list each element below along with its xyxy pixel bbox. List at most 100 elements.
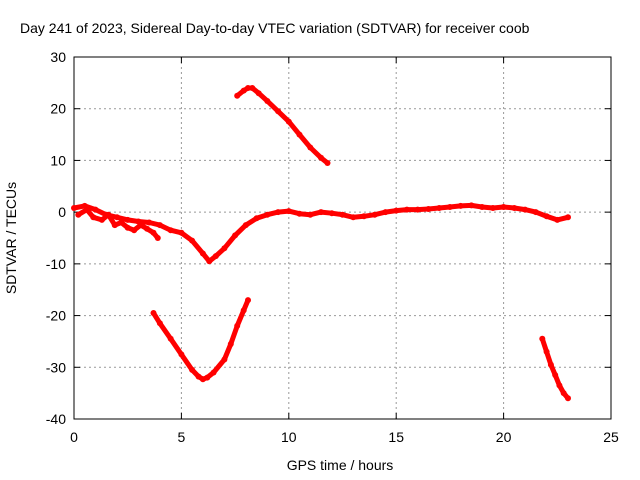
data-point — [167, 227, 174, 234]
data-point — [255, 90, 262, 97]
x-tick-label: 5 — [178, 429, 186, 445]
data-point — [212, 253, 219, 260]
y-tick-label: -30 — [46, 359, 66, 375]
data-point — [156, 222, 163, 229]
data-point — [468, 202, 475, 209]
data-point — [178, 229, 185, 236]
data-point — [253, 215, 260, 222]
data-point — [324, 160, 331, 166]
data-point — [425, 206, 432, 212]
data-point — [156, 320, 163, 327]
y-tick-label: 0 — [58, 204, 66, 220]
data-point — [403, 206, 410, 213]
x-tick-label: 10 — [281, 429, 297, 445]
data-point — [264, 98, 271, 104]
y-tick-label: -20 — [46, 308, 66, 324]
data-point — [522, 206, 529, 213]
data-point — [204, 374, 211, 381]
data-point — [234, 92, 241, 99]
data-point — [90, 214, 97, 221]
plot-frame — [73, 56, 612, 420]
data-point — [543, 213, 550, 220]
data-point — [221, 356, 228, 363]
y-tick-label: 30 — [50, 49, 66, 65]
data-point — [382, 209, 389, 216]
data-point — [83, 206, 90, 213]
series-lower-dip — [150, 297, 251, 383]
series-upper-arc — [234, 85, 331, 166]
data-point — [565, 395, 571, 402]
y-tick-label: -10 — [46, 256, 66, 272]
data-point — [232, 232, 239, 239]
y-tick-label: -40 — [46, 411, 66, 427]
x-tick-label: 25 — [603, 429, 619, 445]
data-point — [131, 227, 138, 234]
data-point — [350, 214, 357, 221]
data-point — [240, 87, 247, 94]
data-point — [414, 206, 421, 213]
data-point — [245, 85, 251, 91]
data-point — [245, 297, 251, 304]
data-point — [150, 310, 157, 316]
data-point — [296, 131, 303, 138]
x-tick-label: 15 — [388, 429, 404, 445]
data-point — [361, 213, 367, 220]
data-point — [150, 229, 157, 236]
x-axis-label: GPS time / hours — [287, 457, 394, 473]
data-point — [118, 219, 125, 226]
x-tick-label: 20 — [496, 429, 512, 445]
data-point — [457, 202, 464, 209]
data-point — [285, 118, 292, 125]
y-tick-label: 10 — [50, 152, 66, 168]
data-point — [146, 219, 153, 226]
data-point — [199, 250, 206, 257]
data-point — [543, 348, 550, 355]
data-point — [446, 204, 453, 210]
data-point — [154, 235, 161, 241]
data-point — [249, 85, 256, 91]
data-point — [328, 210, 335, 217]
data-point — [124, 224, 131, 231]
data-point — [189, 237, 196, 244]
y-axis-label: SDTVAR / TECUs — [3, 182, 19, 294]
data-point — [560, 390, 567, 397]
data-point — [221, 245, 228, 252]
data-point — [539, 335, 546, 342]
data-point — [500, 204, 507, 210]
data-point — [339, 211, 346, 218]
data-point — [285, 208, 292, 215]
data-point — [371, 211, 378, 218]
x-tick-label: 0 — [70, 429, 78, 445]
data-point — [275, 209, 282, 216]
data-series — [71, 85, 571, 402]
data-point — [124, 216, 131, 223]
data-point — [195, 373, 202, 380]
data-point — [552, 372, 559, 378]
data-point — [167, 335, 174, 342]
data-point — [71, 205, 77, 211]
data-point — [275, 108, 282, 115]
data-point — [556, 382, 563, 389]
data-point — [565, 214, 571, 221]
data-point — [511, 205, 518, 211]
data-point — [206, 258, 213, 265]
data-point — [307, 144, 314, 151]
data-point — [393, 207, 400, 214]
data-point — [532, 209, 539, 216]
data-point — [547, 361, 554, 368]
data-point — [105, 211, 112, 218]
data-point — [240, 307, 247, 314]
series-line — [539, 336, 571, 401]
data-point — [318, 154, 324, 161]
data-point — [554, 216, 561, 223]
y-tick-label: 20 — [50, 101, 66, 117]
data-point — [479, 204, 486, 210]
data-point — [137, 222, 144, 229]
data-point — [92, 206, 99, 213]
data-point — [111, 222, 118, 229]
data-point — [178, 351, 185, 358]
data-point — [489, 205, 496, 211]
data-point — [436, 205, 443, 211]
grid-lines — [74, 57, 611, 419]
